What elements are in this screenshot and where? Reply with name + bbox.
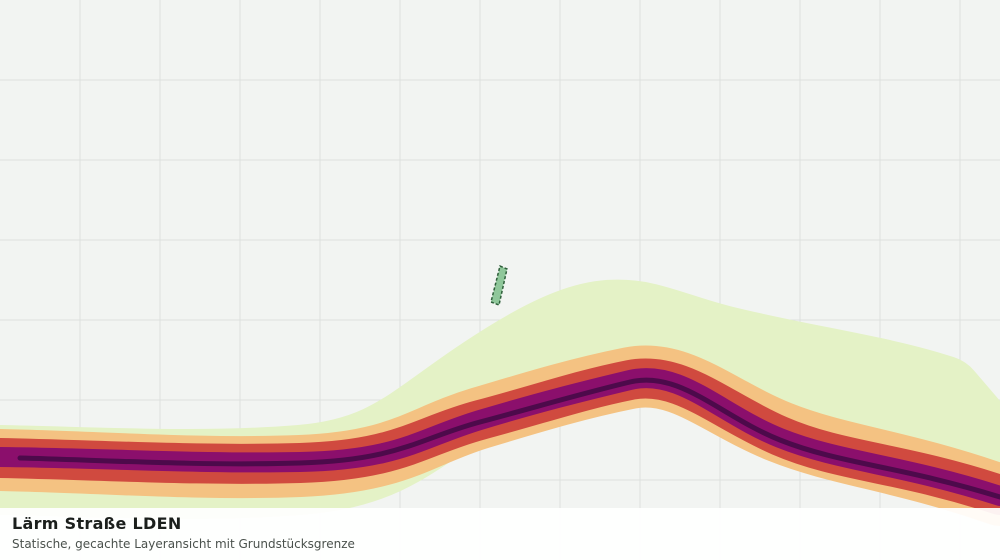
layer-title: Lärm Straße LDEN — [12, 514, 182, 533]
parcel-boundary — [490, 264, 508, 307]
layer-subtitle: Statische, gecachte Layeransicht mit Gru… — [12, 537, 355, 551]
caption-panel: Lärm Straße LDEN Statische, gecachte Lay… — [0, 508, 1000, 560]
noise-contours — [0, 279, 1000, 526]
